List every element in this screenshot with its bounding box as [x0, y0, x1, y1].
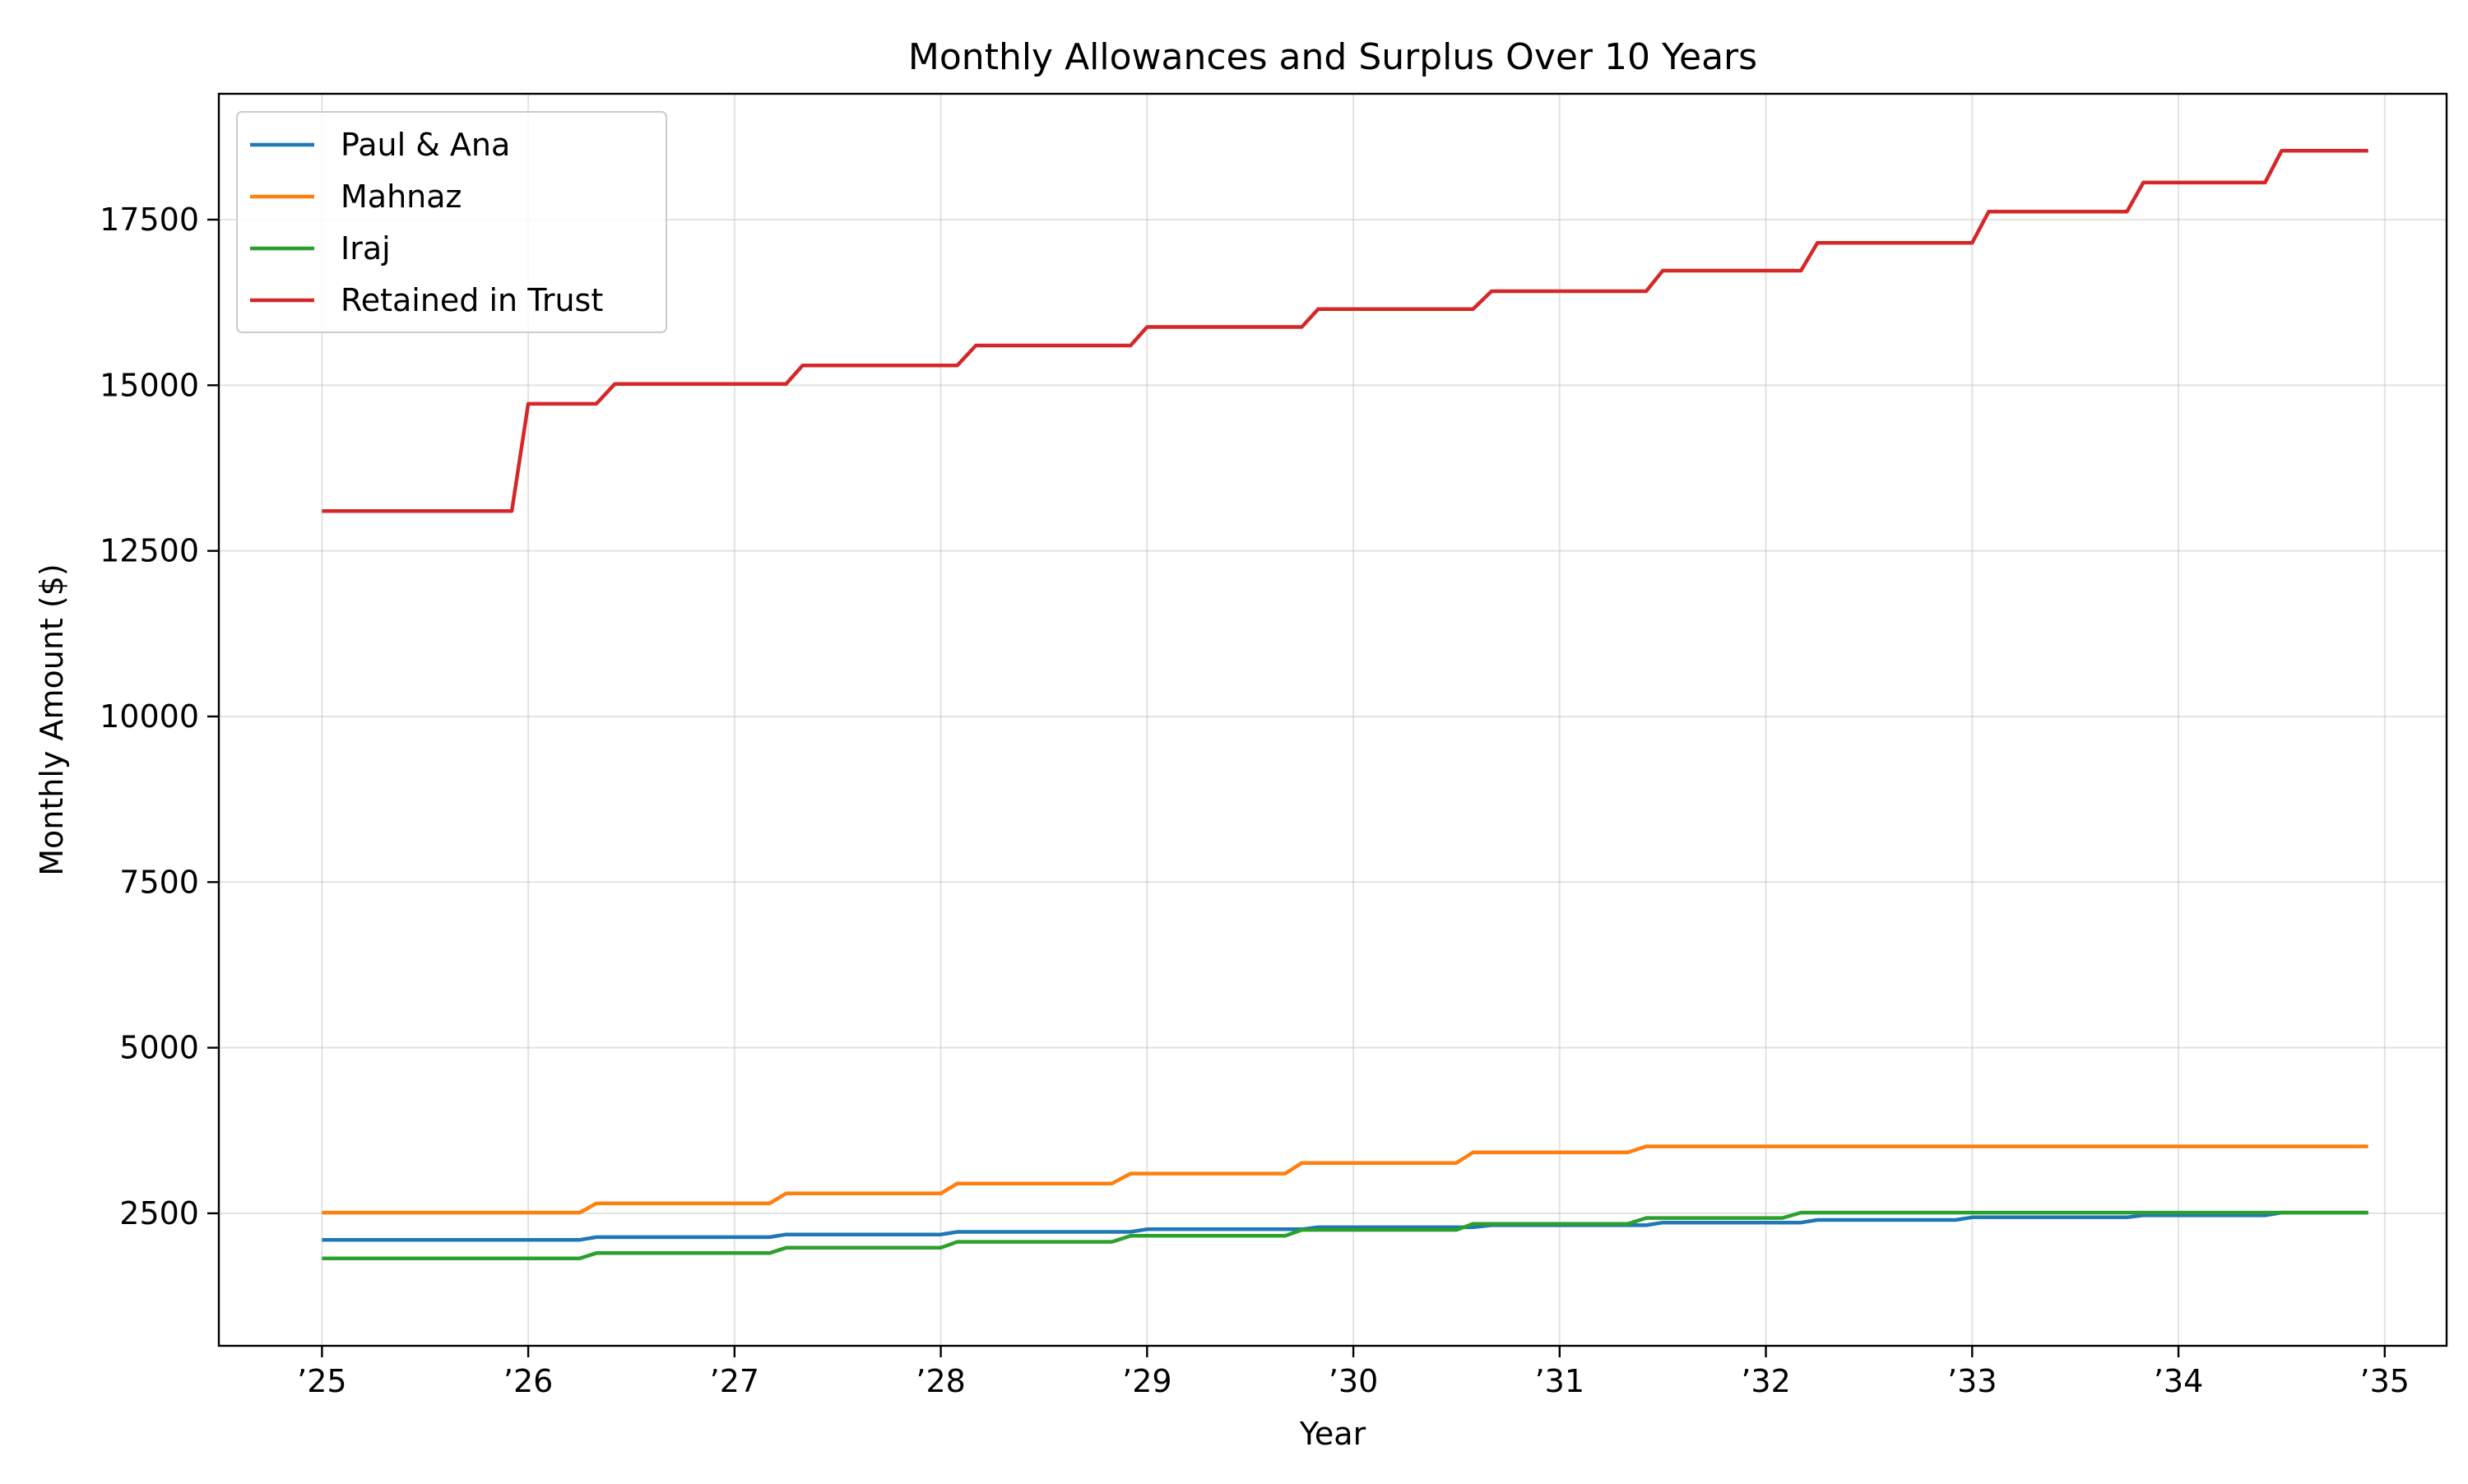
legend-label: Iraj [341, 230, 391, 267]
x-tick-label: ’28 [916, 1363, 965, 1399]
y-tick-label: 15000 [100, 367, 199, 403]
legend-label: Mahnaz [341, 179, 462, 215]
x-tick-label: ’30 [1329, 1363, 1378, 1399]
chart-title: Monthly Allowances and Surplus Over 10 Y… [908, 36, 1757, 78]
y-tick-label: 7500 [119, 864, 199, 900]
x-tick-label: ’33 [1947, 1363, 1997, 1399]
y-tick-label: 5000 [119, 1030, 199, 1066]
y-tick-label: 17500 [100, 202, 199, 238]
grid-lines [219, 94, 2447, 1346]
series-line-mahnaz [322, 1144, 2368, 1215]
legend-box [236, 111, 667, 333]
x-tick-label: ’25 [297, 1363, 346, 1399]
legend: Paul & Ana Mahnaz Iraj Retained in Trust [236, 111, 667, 333]
legend-label: Paul & Ana [341, 127, 510, 163]
x-tick-label: ’34 [2154, 1363, 2203, 1399]
axis-ticks: ’25 ’26 ’27 ’28 ’29 ’30 ’31 ’32 ’33 ’34 ’35 2500 500… [100, 202, 2410, 1399]
y-tick-label: 2500 [119, 1195, 199, 1231]
x-axis-label: Year [1299, 1416, 1366, 1452]
x-tick-label: ’31 [1535, 1363, 1584, 1399]
x-tick-label: ’35 [2360, 1363, 2410, 1399]
y-axis-label: Monthly Amount ($) [34, 563, 70, 875]
x-tick-label: ’32 [1741, 1363, 1790, 1399]
y-tick-label: 10000 [100, 698, 199, 735]
legend-label: Retained in Trust [341, 282, 603, 318]
x-tick-label: ’26 [503, 1363, 553, 1399]
y-tick-label: 12500 [100, 533, 199, 569]
series-line-paul-ana [322, 1210, 2368, 1242]
series-lines [322, 149, 2368, 1260]
series-line-iraj [322, 1210, 2368, 1260]
series-line-retained-in-trust [322, 149, 2368, 513]
x-tick-label: ’29 [1122, 1363, 1171, 1399]
plot-area-frame [217, 92, 2448, 1347]
x-tick-label: ’27 [710, 1363, 759, 1399]
